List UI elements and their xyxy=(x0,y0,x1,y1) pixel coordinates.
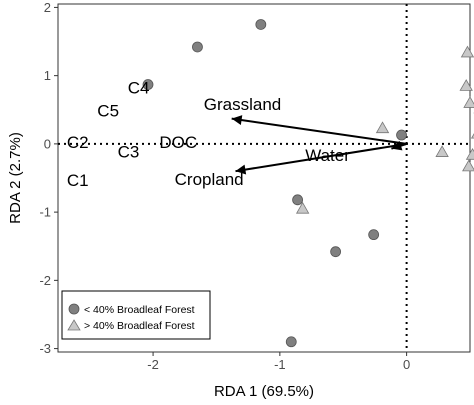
environmental-vectors xyxy=(231,115,407,175)
variable-label: DOC xyxy=(159,133,197,152)
triangle-point xyxy=(459,79,473,91)
vector-arrow xyxy=(231,115,407,145)
legend-triangle-marker xyxy=(67,319,81,331)
vector-shaft xyxy=(231,117,407,145)
vector-shaft xyxy=(235,142,407,173)
vector-label: Cropland xyxy=(175,170,244,189)
y-tick-label: 2 xyxy=(44,0,51,15)
vector-arrowhead xyxy=(231,115,243,126)
y-tick-label: -2 xyxy=(39,273,51,288)
triangle-point xyxy=(375,121,390,134)
vector-label: Grassland xyxy=(204,95,281,114)
legend: < 40% Broadleaf Forest > 40% Broadleaf F… xyxy=(61,290,211,340)
x-tick-label: -2 xyxy=(147,357,159,372)
variable-label: C3 xyxy=(118,143,140,162)
legend-label-triangle: > 40% Broadleaf Forest xyxy=(84,320,195,332)
vector-arrow xyxy=(235,142,407,175)
triangle-point xyxy=(435,145,449,157)
circle-point xyxy=(142,79,154,90)
circle-point xyxy=(330,246,342,258)
y-tick-label: 1 xyxy=(44,68,51,83)
x-axis-title: RDA 1 (69.5%) xyxy=(214,383,314,400)
circle-point xyxy=(285,336,297,348)
x-tick-label: 0 xyxy=(403,357,410,372)
x-tick-label: -1 xyxy=(274,357,286,372)
circle-point xyxy=(192,41,203,53)
triangle-point xyxy=(470,133,474,139)
triangle-point xyxy=(463,96,474,108)
circle-point xyxy=(292,194,303,206)
y-tick-label: 0 xyxy=(44,136,51,151)
legend-circle-marker xyxy=(68,303,80,315)
x-axis-ticks: -2 -1 0 xyxy=(147,352,410,372)
vector-labels: Grassland Water Cropland xyxy=(175,95,351,189)
site-points xyxy=(142,19,474,348)
legend-label-circle: < 40% Broadleaf Forest xyxy=(84,304,195,316)
variable-label: C4 xyxy=(128,78,150,97)
variable-label: C5 xyxy=(97,102,119,121)
legend-box xyxy=(61,290,211,340)
y-tick-label: -1 xyxy=(39,205,51,220)
variable-label: C1 xyxy=(67,171,89,190)
circle-point xyxy=(396,129,407,141)
triangle-point xyxy=(462,159,474,172)
triangle-point xyxy=(465,147,474,160)
y-axis-ticks: -3 -2 -1 0 1 2 xyxy=(39,0,58,356)
circle-point xyxy=(368,229,380,241)
vector-label: Water xyxy=(305,146,350,165)
y-tick-label: -3 xyxy=(39,341,51,356)
circle-point xyxy=(255,19,267,30)
y-axis-title: RDA 2 (2.7%) xyxy=(7,132,24,224)
triangle-point xyxy=(460,45,474,58)
variable-label: C2 xyxy=(67,133,89,152)
response-variable-labels: C4 C5 C2 C3 DOC C1 xyxy=(67,78,197,190)
vector-arrowhead xyxy=(235,164,247,175)
triangle-point xyxy=(295,201,310,214)
